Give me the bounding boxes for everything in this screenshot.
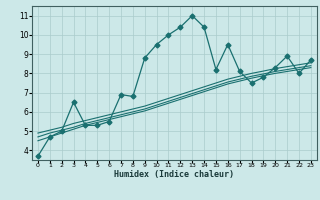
- X-axis label: Humidex (Indice chaleur): Humidex (Indice chaleur): [115, 170, 234, 179]
